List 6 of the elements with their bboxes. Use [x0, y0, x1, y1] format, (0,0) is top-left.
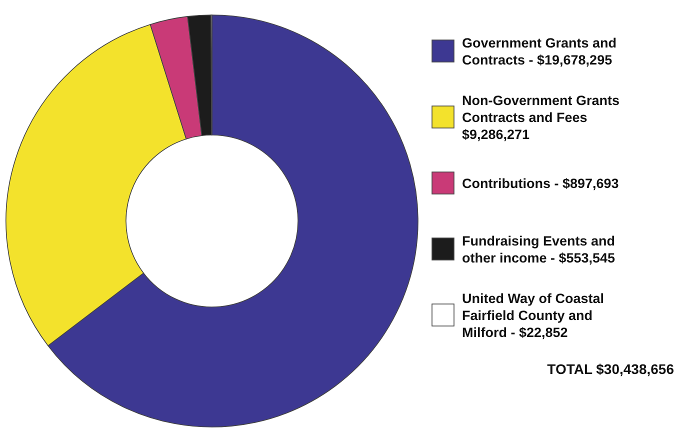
legend-label: United Way of Coastal Fairfield County and Milford - $22,852 [462, 291, 604, 340]
legend-label: Fundraising Events and other income - $553,545 [462, 234, 616, 266]
legend-label: Government Grants and Contracts - $19,678,295 [462, 36, 617, 68]
legend-label: Non-Government Grants Contracts and Fees $9,286,271 [462, 93, 620, 142]
text: TOTAL $30,438,656 [547, 361, 674, 377]
legend-label: Contributions - $897,693 [462, 176, 620, 191]
